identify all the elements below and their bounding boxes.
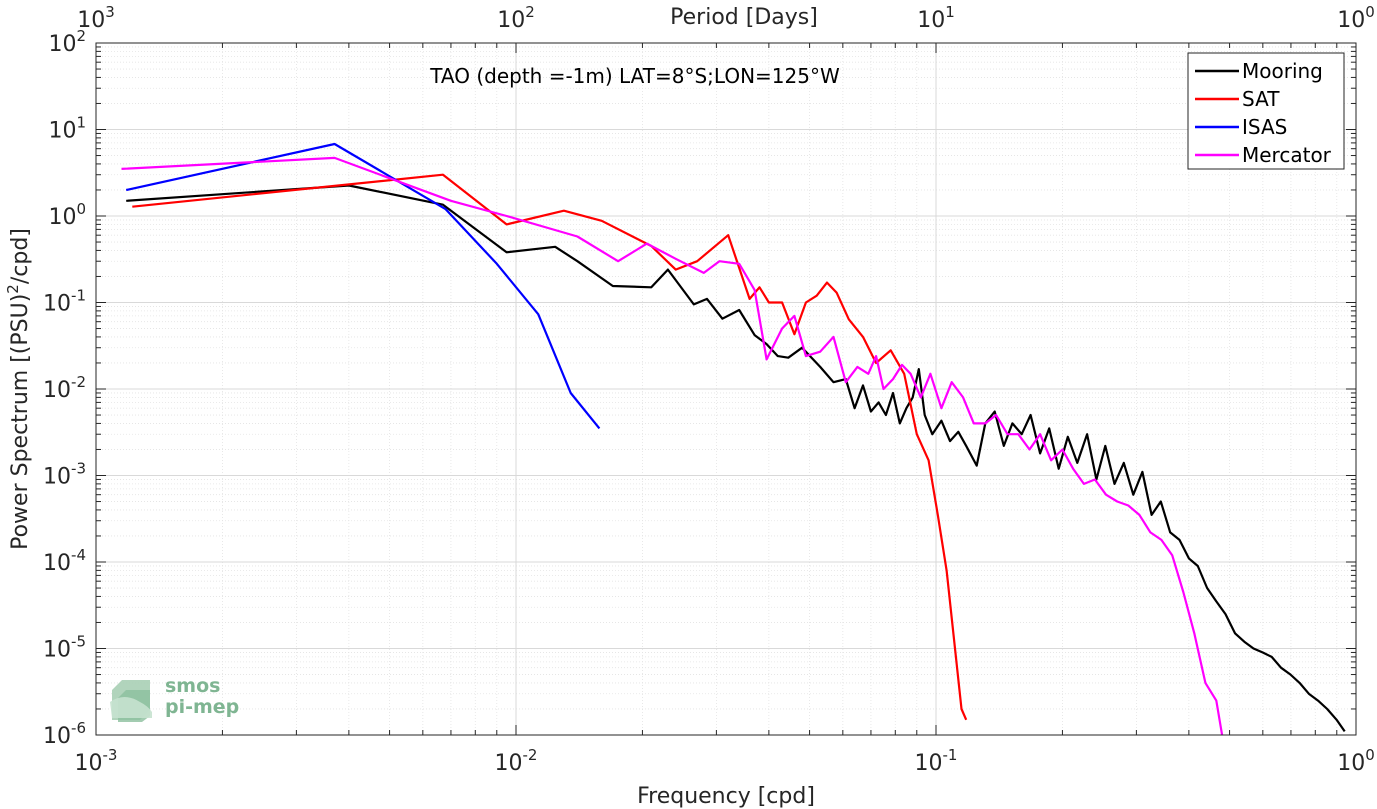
top-tick-exp: 0 [1365,3,1375,21]
x-axis-label: Frequency [cpd] [637,784,815,809]
y-tick-exp: -4 [71,546,86,564]
top-tick-label: 103 [77,3,115,33]
tick-marks [95,42,1357,736]
x-tick-base: 10 [75,751,103,776]
y-tick-base: 10 [48,32,76,57]
chart-title: TAO (depth =-1m) LAT=8°S;LON=125°W [429,64,840,88]
y-tick-base: 10 [43,292,71,317]
y-tick-base: 10 [43,724,71,749]
y-tick-exp: 2 [76,27,86,45]
logo-text-smos: smos [165,675,220,697]
x-tick-label: 100 [1337,746,1375,776]
x-tick-label: 10-3 [75,746,118,776]
y-tick-base: 10 [43,638,71,663]
x-tick-label: 10-1 [915,746,958,776]
series-layer [121,142,1346,736]
minor-grid [96,43,1356,735]
y-tick-base: 10 [43,465,71,490]
y-tick-label: 10-5 [43,633,86,663]
top-tick-label: 100 [1337,3,1375,33]
y-tick-exp: 1 [76,114,86,132]
x-tick-exp: -2 [523,746,538,764]
y-tick-base: 10 [48,119,76,144]
y-tick-exp: -3 [71,460,86,478]
top-axis-label: Period [Days] [670,5,818,30]
x-tick-exp: 0 [1365,746,1375,764]
top-tick-base: 10 [917,8,945,33]
top-tick-exp: 1 [945,3,955,21]
x-tick-base: 10 [915,751,943,776]
x-tick-exp: -1 [943,746,958,764]
series-line-sat [132,173,968,721]
x-tick-base: 10 [495,751,523,776]
y-tick-exp: -6 [71,719,86,737]
legend-box [1187,52,1345,170]
series-line-mercator [121,156,1224,736]
y-tick-label: 100 [48,200,86,230]
y-axis-label-tail: /cpd] [8,228,33,284]
top-tick-label: 101 [917,3,955,33]
y-axis-label-sup: 2 [4,284,22,294]
y-tick-exp: -1 [71,287,86,305]
y-tick-exp: -2 [71,373,86,391]
top-tick-label: 102 [497,3,535,33]
x-tick-label: 10-2 [495,746,538,776]
legend-label-isas: ISAS [1242,115,1287,139]
y-axis-label-main: Power Spectrum [(PSU) [8,294,33,550]
logo-text-pimep: pi-mep [165,696,239,718]
legend-label-sat: SAT [1242,87,1280,111]
y-tick-label: 101 [48,114,86,144]
legend: Mooring SAT ISAS Mercator [1187,52,1345,170]
x-tick-base: 10 [1337,751,1365,776]
y-tick-base: 10 [43,378,71,403]
top-tick-exp: 3 [105,3,115,21]
y-tick-label: 10-3 [43,460,86,490]
y-tick-exp: -5 [71,633,86,651]
series-line-mooring [126,184,1346,733]
y-tick-label: 10-6 [43,719,86,749]
top-tick-base: 10 [497,8,525,33]
top-tick-exp: 2 [525,3,535,21]
y-tick-base: 10 [43,551,71,576]
y-tick-label: 10-1 [43,287,86,317]
y-tick-label: 10-4 [43,546,86,576]
top-tick-base: 10 [1337,8,1365,33]
top-tick-base: 10 [77,8,105,33]
y-axis-label: Power Spectrum [(PSU)2/cpd] [4,228,33,550]
y-tick-base: 10 [48,205,76,230]
series-line-isas [125,142,601,430]
legend-label-mercator: Mercator [1242,143,1332,167]
smos-logo: smos pi-mep [110,675,239,722]
x-tick-exp: -3 [103,746,118,764]
y-tick-label: 102 [48,27,86,57]
y-tick-label: 10-2 [43,373,86,403]
y-tick-exp: 0 [76,200,86,218]
legend-label-mooring: Mooring [1242,59,1323,83]
